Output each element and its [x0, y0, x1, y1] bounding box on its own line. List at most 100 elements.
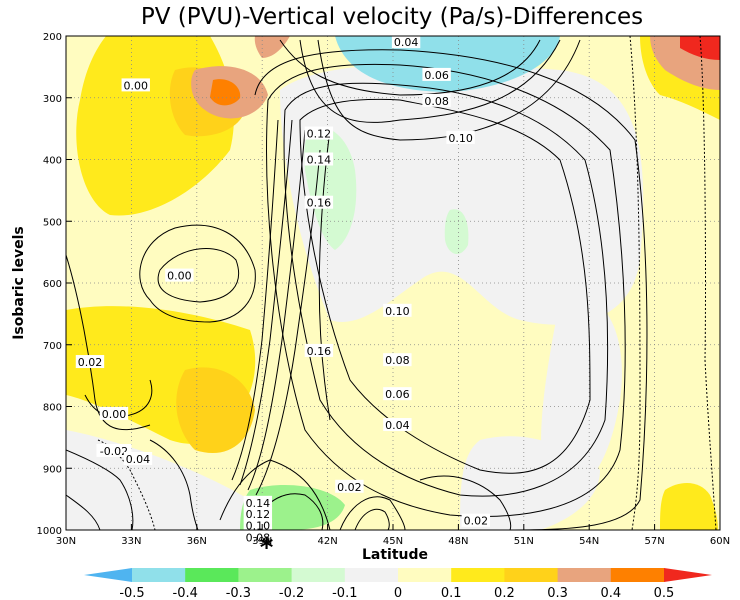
- contour-label-4: 0.12: [307, 128, 332, 141]
- pv-shade-region-14: [680, 36, 720, 60]
- colorbar-tick-label: -0.1: [332, 586, 357, 600]
- y-tick-label: 700: [43, 341, 62, 352]
- colorbar-tick-label: 0.1: [441, 586, 462, 600]
- contour-line-5: [266, 63, 626, 517]
- colorbar-tick-label: 0.2: [494, 586, 515, 600]
- contour-label-12: 0.02: [337, 481, 362, 494]
- contour-label-bg-23: [243, 530, 273, 544]
- colorbar-swatch: [344, 568, 399, 582]
- y-axis-label: Isobaric levels: [11, 226, 27, 340]
- contour-line-6: [254, 49, 648, 530]
- colorbar-tick-label: 0.3: [547, 586, 568, 600]
- contour-line-16: [157, 248, 240, 303]
- contour-label-17: 0.00: [102, 408, 127, 421]
- colorbar-swatch: [610, 568, 665, 582]
- contour-line-22: [149, 439, 199, 530]
- y-tick-label: 1000: [37, 526, 62, 537]
- colorbar-swatch: [504, 568, 559, 582]
- contour-line-18: [66, 254, 151, 431]
- location-marker-star: *: [260, 533, 274, 563]
- pv-shade-region-11: [176, 367, 255, 454]
- y-axis-ticks: 200 300 400 500 600 700 800 900 1000: [37, 32, 72, 537]
- x-tick-label: 51N: [514, 536, 534, 547]
- colorbar-swatch: [451, 568, 505, 582]
- x-tick-label: 48N: [448, 536, 468, 547]
- contour-label-22: 0.10: [246, 520, 271, 533]
- colorbar-tick-label: -0.5: [119, 586, 144, 600]
- colorbar-swatch: [238, 568, 293, 582]
- colorbar-tick-label: -0.4: [173, 586, 198, 600]
- colorbar-tick-label: 0.5: [654, 586, 675, 600]
- contour-label-bg-20: [243, 495, 273, 509]
- contour-label-bg-17: [99, 406, 129, 420]
- contour-label-bg-21: [243, 506, 273, 520]
- x-tick-label: 45N: [383, 536, 403, 547]
- contour-line-1: [299, 39, 561, 123]
- contour-label-5: 0.14: [307, 154, 332, 167]
- x-tick-label: 36N: [187, 536, 207, 547]
- y-tick-label: 600: [43, 279, 62, 290]
- contour-label-6: 0.16: [307, 197, 332, 210]
- contour-label-2: 0.08: [424, 95, 449, 108]
- contour-label-9: 0.08: [385, 354, 410, 367]
- contour-label-bg-1: [422, 67, 451, 81]
- x-tick-label: 33N: [121, 536, 141, 547]
- contour-label-bg-11: [383, 418, 412, 432]
- contour-line-17: [139, 224, 256, 323]
- y-tick-label: 800: [43, 403, 62, 414]
- contour-label-bg-18: [96, 443, 132, 457]
- x-tick-label: 30N: [56, 536, 76, 547]
- colorbar-tick-label: -0.2: [279, 586, 304, 600]
- y-tick-label: 300: [43, 94, 62, 105]
- contour-label-10: 0.06: [385, 388, 410, 401]
- contour-line-4: [283, 82, 609, 497]
- colorbar-arrow-high: [664, 568, 712, 582]
- contour-label-18: -0.02: [100, 445, 128, 458]
- contour-label-13: 0.02: [464, 515, 489, 528]
- contour-label-bg-6: [304, 195, 334, 209]
- contour-label-bg-7: [383, 303, 412, 317]
- contour-line-15: [354, 508, 390, 530]
- colorbar-tick-label: 0: [394, 586, 402, 600]
- contour-labels: 0.040.060.080.100.120.140.160.100.160.08…: [75, 35, 491, 544]
- colorbar-arrow-low: [84, 568, 132, 582]
- colorbar: -0.5 -0.4 -0.3 -0.2 -0.1 0 0.1 0.2 0.3 0.4 0.5: [84, 568, 712, 600]
- contour-label-bg-19: [123, 451, 153, 465]
- y-tick-label: 900: [43, 464, 62, 475]
- contour-label-bg-3: [446, 130, 475, 144]
- contour-label-16: 0.02: [78, 356, 103, 369]
- contour-line-7: [231, 119, 279, 481]
- x-axis-label: Latitude: [362, 547, 428, 563]
- colorbar-swatch: [185, 568, 239, 582]
- colorbar-swatch: [557, 568, 612, 582]
- pv-shade-region-19: [444, 209, 469, 255]
- contour-line-19: [84, 379, 153, 418]
- pv-shading: [66, 36, 720, 530]
- x-tick-label: 42N: [317, 536, 337, 547]
- contour-line-25: [699, 36, 706, 361]
- contour-label-1: 0.06: [424, 69, 449, 82]
- contour-label-bg-14: [121, 78, 150, 92]
- contour-label-bg-4: [304, 126, 334, 140]
- contour-label-7: 0.10: [385, 305, 410, 318]
- contour-line-9: [247, 129, 306, 491]
- contour-line-27: [419, 475, 512, 530]
- contour-line-14: [339, 496, 406, 530]
- contour-line-2: [317, 39, 581, 141]
- contour-label-bg-16: [75, 355, 105, 369]
- contour-label-11: 0.04: [385, 419, 410, 432]
- contour-label-bg-2: [422, 93, 451, 107]
- x-tick-label: 57N: [644, 536, 664, 547]
- y-tick-label: 400: [43, 156, 62, 167]
- y-tick-label: 200: [43, 32, 62, 43]
- contour-label-21: 0.12: [246, 508, 271, 521]
- contour-label-3: 0.10: [448, 132, 473, 145]
- pv-shade-region-1: [280, 64, 644, 325]
- contour-line-20: [66, 449, 134, 530]
- colorbar-tick-label: 0.4: [600, 586, 621, 600]
- y-tick-label: 500: [43, 217, 62, 228]
- contour-line-0: [279, 39, 541, 96]
- contour-line-26: [704, 359, 717, 530]
- contour-label-15: 0.00: [167, 270, 192, 283]
